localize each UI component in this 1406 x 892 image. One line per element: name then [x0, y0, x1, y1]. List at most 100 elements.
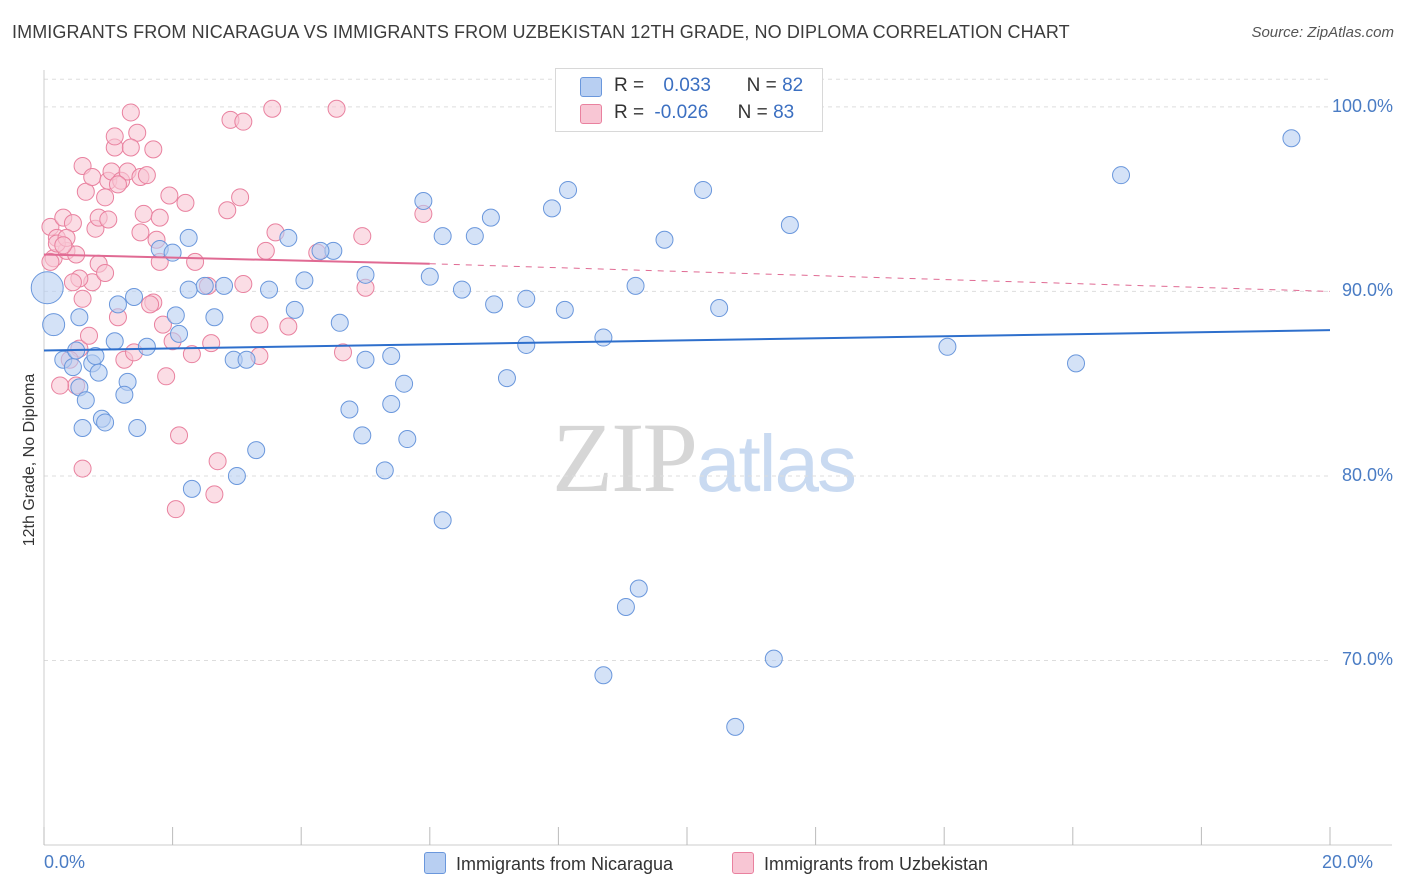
nicaragua-point	[86, 347, 105, 366]
nicaragua-point	[125, 287, 144, 306]
legend-item-uzbekistan: Immigrants from Uzbekistan	[732, 852, 988, 876]
nicaragua-point	[137, 337, 156, 356]
uzbekistan-point	[182, 345, 201, 364]
uzbekistan-point	[263, 99, 282, 118]
nicaragua-point	[433, 227, 452, 246]
uzbekistan-point	[333, 343, 352, 362]
uzbekistan-trend-line	[43, 253, 430, 265]
uzbekistan-point	[137, 166, 156, 185]
watermark-zip: ZIP	[552, 402, 698, 513]
nicaragua-point	[285, 300, 304, 319]
nicaragua-point	[375, 461, 394, 480]
nicaragua-point	[70, 308, 89, 327]
uzbekistan-point	[234, 112, 253, 131]
uzbekistan-point	[83, 168, 102, 187]
nicaragua-point	[166, 306, 185, 325]
uzbekistan-point	[63, 273, 82, 292]
n-value: 82	[782, 75, 804, 96]
uzbekistan-point	[231, 188, 250, 207]
nicaragua-point	[237, 350, 256, 369]
uzbekistan-point	[141, 295, 160, 314]
x-tick-label-min: 0.0%	[44, 852, 86, 872]
nicaragua-point	[433, 511, 452, 530]
nicaragua-points	[30, 129, 1301, 736]
y-tick-label: 100.0%	[1331, 95, 1393, 116]
uzbekistan-legend-label: Immigrants from Uzbekistan	[764, 854, 989, 874]
trend-lines	[43, 253, 1331, 352]
x-tick-label-max: 20.0%	[1322, 852, 1374, 872]
uzbekistan-point	[121, 103, 140, 122]
nicaragua-point	[626, 276, 645, 295]
watermark-atlas: atlas	[696, 419, 857, 508]
nicaragua-point	[780, 216, 799, 234]
nicaragua-point	[195, 276, 214, 295]
nicaragua-point	[1112, 166, 1131, 185]
nicaragua-point	[115, 385, 134, 404]
uzbekistan-point	[54, 236, 73, 255]
nicaragua-point	[517, 289, 536, 308]
nicaragua-point	[105, 332, 124, 351]
y-axis-label: 12th Grade, No Diploma	[21, 373, 38, 547]
nicaragua-point	[340, 400, 359, 419]
uzbekistan-point	[144, 140, 163, 159]
nicaragua-point	[497, 369, 516, 388]
nicaragua-point	[517, 335, 536, 354]
uzbekistan-point	[153, 315, 172, 334]
nicaragua-point	[89, 363, 108, 382]
nicaragua-point	[205, 308, 224, 327]
r-value: 0.033	[663, 75, 711, 96]
n-label: N =	[737, 102, 768, 123]
uzbekistan-swatch	[580, 104, 602, 124]
nicaragua-point	[420, 267, 439, 286]
legend-item-nicaragua: Immigrants from Nicaragua	[424, 852, 673, 876]
grid	[44, 78, 1330, 661]
nicaragua-point	[655, 230, 674, 249]
uzbekistan-point	[208, 452, 227, 471]
uzbekistan-point	[166, 500, 185, 519]
nicaragua-point	[414, 192, 433, 211]
nicaragua-point	[1067, 354, 1086, 373]
uzbekistan-point	[131, 223, 150, 242]
nicaragua-legend-swatch	[424, 852, 446, 874]
uzbekistan-point	[160, 186, 179, 205]
uzbekistan-legend-swatch	[732, 852, 754, 874]
nicaragua-point	[710, 299, 729, 318]
y-tick-label: 80.0%	[1341, 464, 1393, 485]
nicaragua-point	[330, 313, 349, 332]
n-label: N =	[746, 75, 777, 96]
nicaragua-point	[452, 280, 471, 299]
nicaragua-point	[73, 418, 92, 437]
axes	[43, 70, 1392, 846]
nicaragua-point	[594, 328, 613, 347]
nicaragua-point	[542, 199, 561, 218]
uzbekistan-point	[218, 201, 237, 220]
legend-text-uzbekistan: R = -0.026 N = 83	[614, 102, 794, 124]
nicaragua-swatch	[580, 77, 602, 97]
uzbekistan-point	[51, 376, 70, 395]
uzbekistan-point	[73, 459, 92, 478]
nicaragua-point	[485, 295, 504, 314]
uzbekistan-point	[121, 138, 140, 157]
uzbekistan-point	[108, 175, 127, 194]
uzbekistan-point	[170, 426, 189, 445]
legend-text-nicaragua: R = 0.033 N = 82	[614, 75, 803, 97]
nicaragua-point	[247, 441, 266, 460]
r-label: R =	[614, 75, 645, 96]
nicaragua-point	[215, 276, 234, 295]
nicaragua-point	[76, 391, 95, 410]
nicaragua-point	[227, 466, 246, 485]
nicaragua-legend-label: Immigrants from Nicaragua	[456, 854, 674, 874]
nicaragua-point	[42, 313, 66, 337]
nicaragua-point	[260, 280, 279, 299]
nicaragua-point	[559, 180, 578, 199]
watermark: ZIPatlas	[552, 400, 857, 515]
nicaragua-point	[938, 337, 957, 356]
nicaragua-point	[398, 430, 417, 449]
nicaragua-point	[179, 228, 198, 247]
nicaragua-point	[764, 649, 783, 668]
uzbekistan-point	[150, 208, 169, 227]
uzbekistan-point	[73, 289, 92, 308]
uzbekistan-point	[205, 485, 224, 504]
uzbekistan-point	[41, 252, 60, 271]
